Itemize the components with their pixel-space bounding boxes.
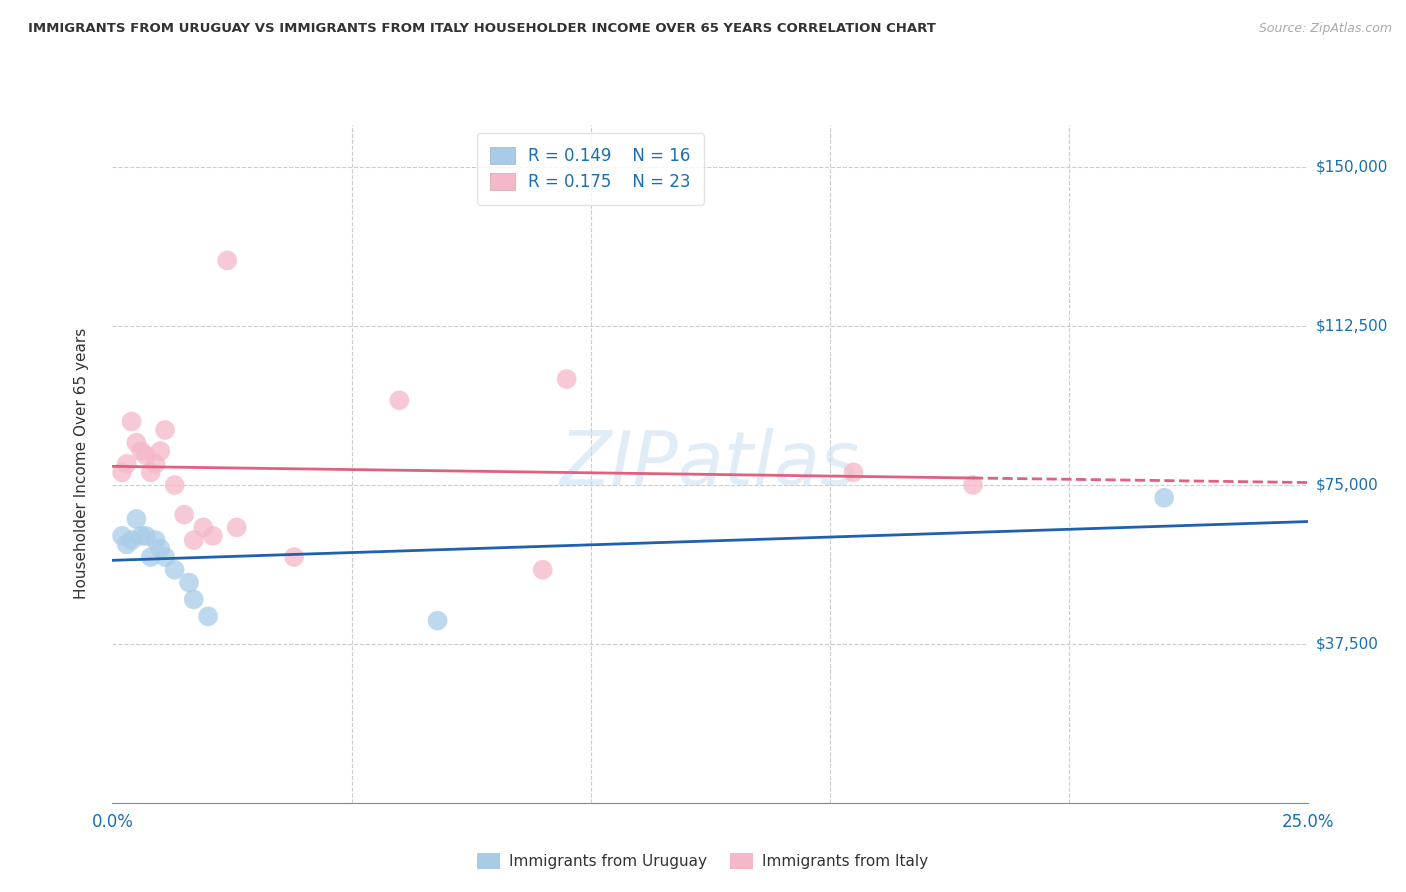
Point (531, 563, 554, 577)
Point (163, 478, 186, 492)
Point (121, 414, 143, 428)
Point (225, 520, 247, 534)
Point (1153, 491, 1175, 505)
Text: ZIPatlas: ZIPatlas (560, 428, 860, 500)
Point (153, 549, 176, 565)
Point (145, 533, 167, 547)
Point (842, 466, 865, 480)
Point (149, 541, 172, 556)
Point (111, 529, 134, 543)
Point (177, 575, 200, 590)
Point (555, 372, 578, 386)
Text: IMMIGRANTS FROM URUGUAY VS IMMIGRANTS FROM ITALY HOUSEHOLDER INCOME OVER 65 YEAR: IMMIGRANTS FROM URUGUAY VS IMMIGRANTS FR… (28, 22, 936, 36)
Point (201, 529, 224, 543)
Legend: R = 0.149    N = 16, R = 0.175    N = 23: R = 0.149 N = 16, R = 0.175 N = 23 (477, 133, 704, 204)
Y-axis label: Householder Income Over 65 years: Householder Income Over 65 years (75, 328, 89, 599)
Text: Source: ZipAtlas.com: Source: ZipAtlas.com (1258, 22, 1392, 36)
Point (426, 614, 449, 628)
Point (125, 435, 148, 450)
Point (217, 253, 239, 268)
Point (149, 444, 172, 458)
Point (115, 457, 138, 471)
Point (139, 549, 162, 565)
Point (125, 512, 148, 526)
Point (193, 520, 215, 534)
Text: $75,000: $75,000 (1316, 477, 1379, 492)
Text: $112,500: $112,500 (1316, 318, 1388, 334)
Point (129, 444, 152, 458)
Point (115, 537, 138, 551)
Point (111, 466, 134, 480)
Point (173, 508, 195, 522)
Point (163, 563, 186, 577)
Point (145, 457, 167, 471)
Text: $150,000: $150,000 (1316, 160, 1388, 175)
Point (139, 466, 162, 480)
Point (129, 529, 152, 543)
Text: $37,500: $37,500 (1316, 636, 1379, 651)
Point (121, 533, 143, 547)
Point (183, 592, 205, 607)
Point (183, 533, 205, 547)
Point (135, 529, 157, 543)
Point (153, 423, 176, 437)
Point (135, 448, 157, 462)
Legend: Immigrants from Uruguay, Immigrants from Italy: Immigrants from Uruguay, Immigrants from… (471, 847, 935, 875)
Point (283, 549, 305, 565)
Point (962, 478, 984, 492)
Point (197, 609, 219, 624)
Point (388, 393, 411, 408)
